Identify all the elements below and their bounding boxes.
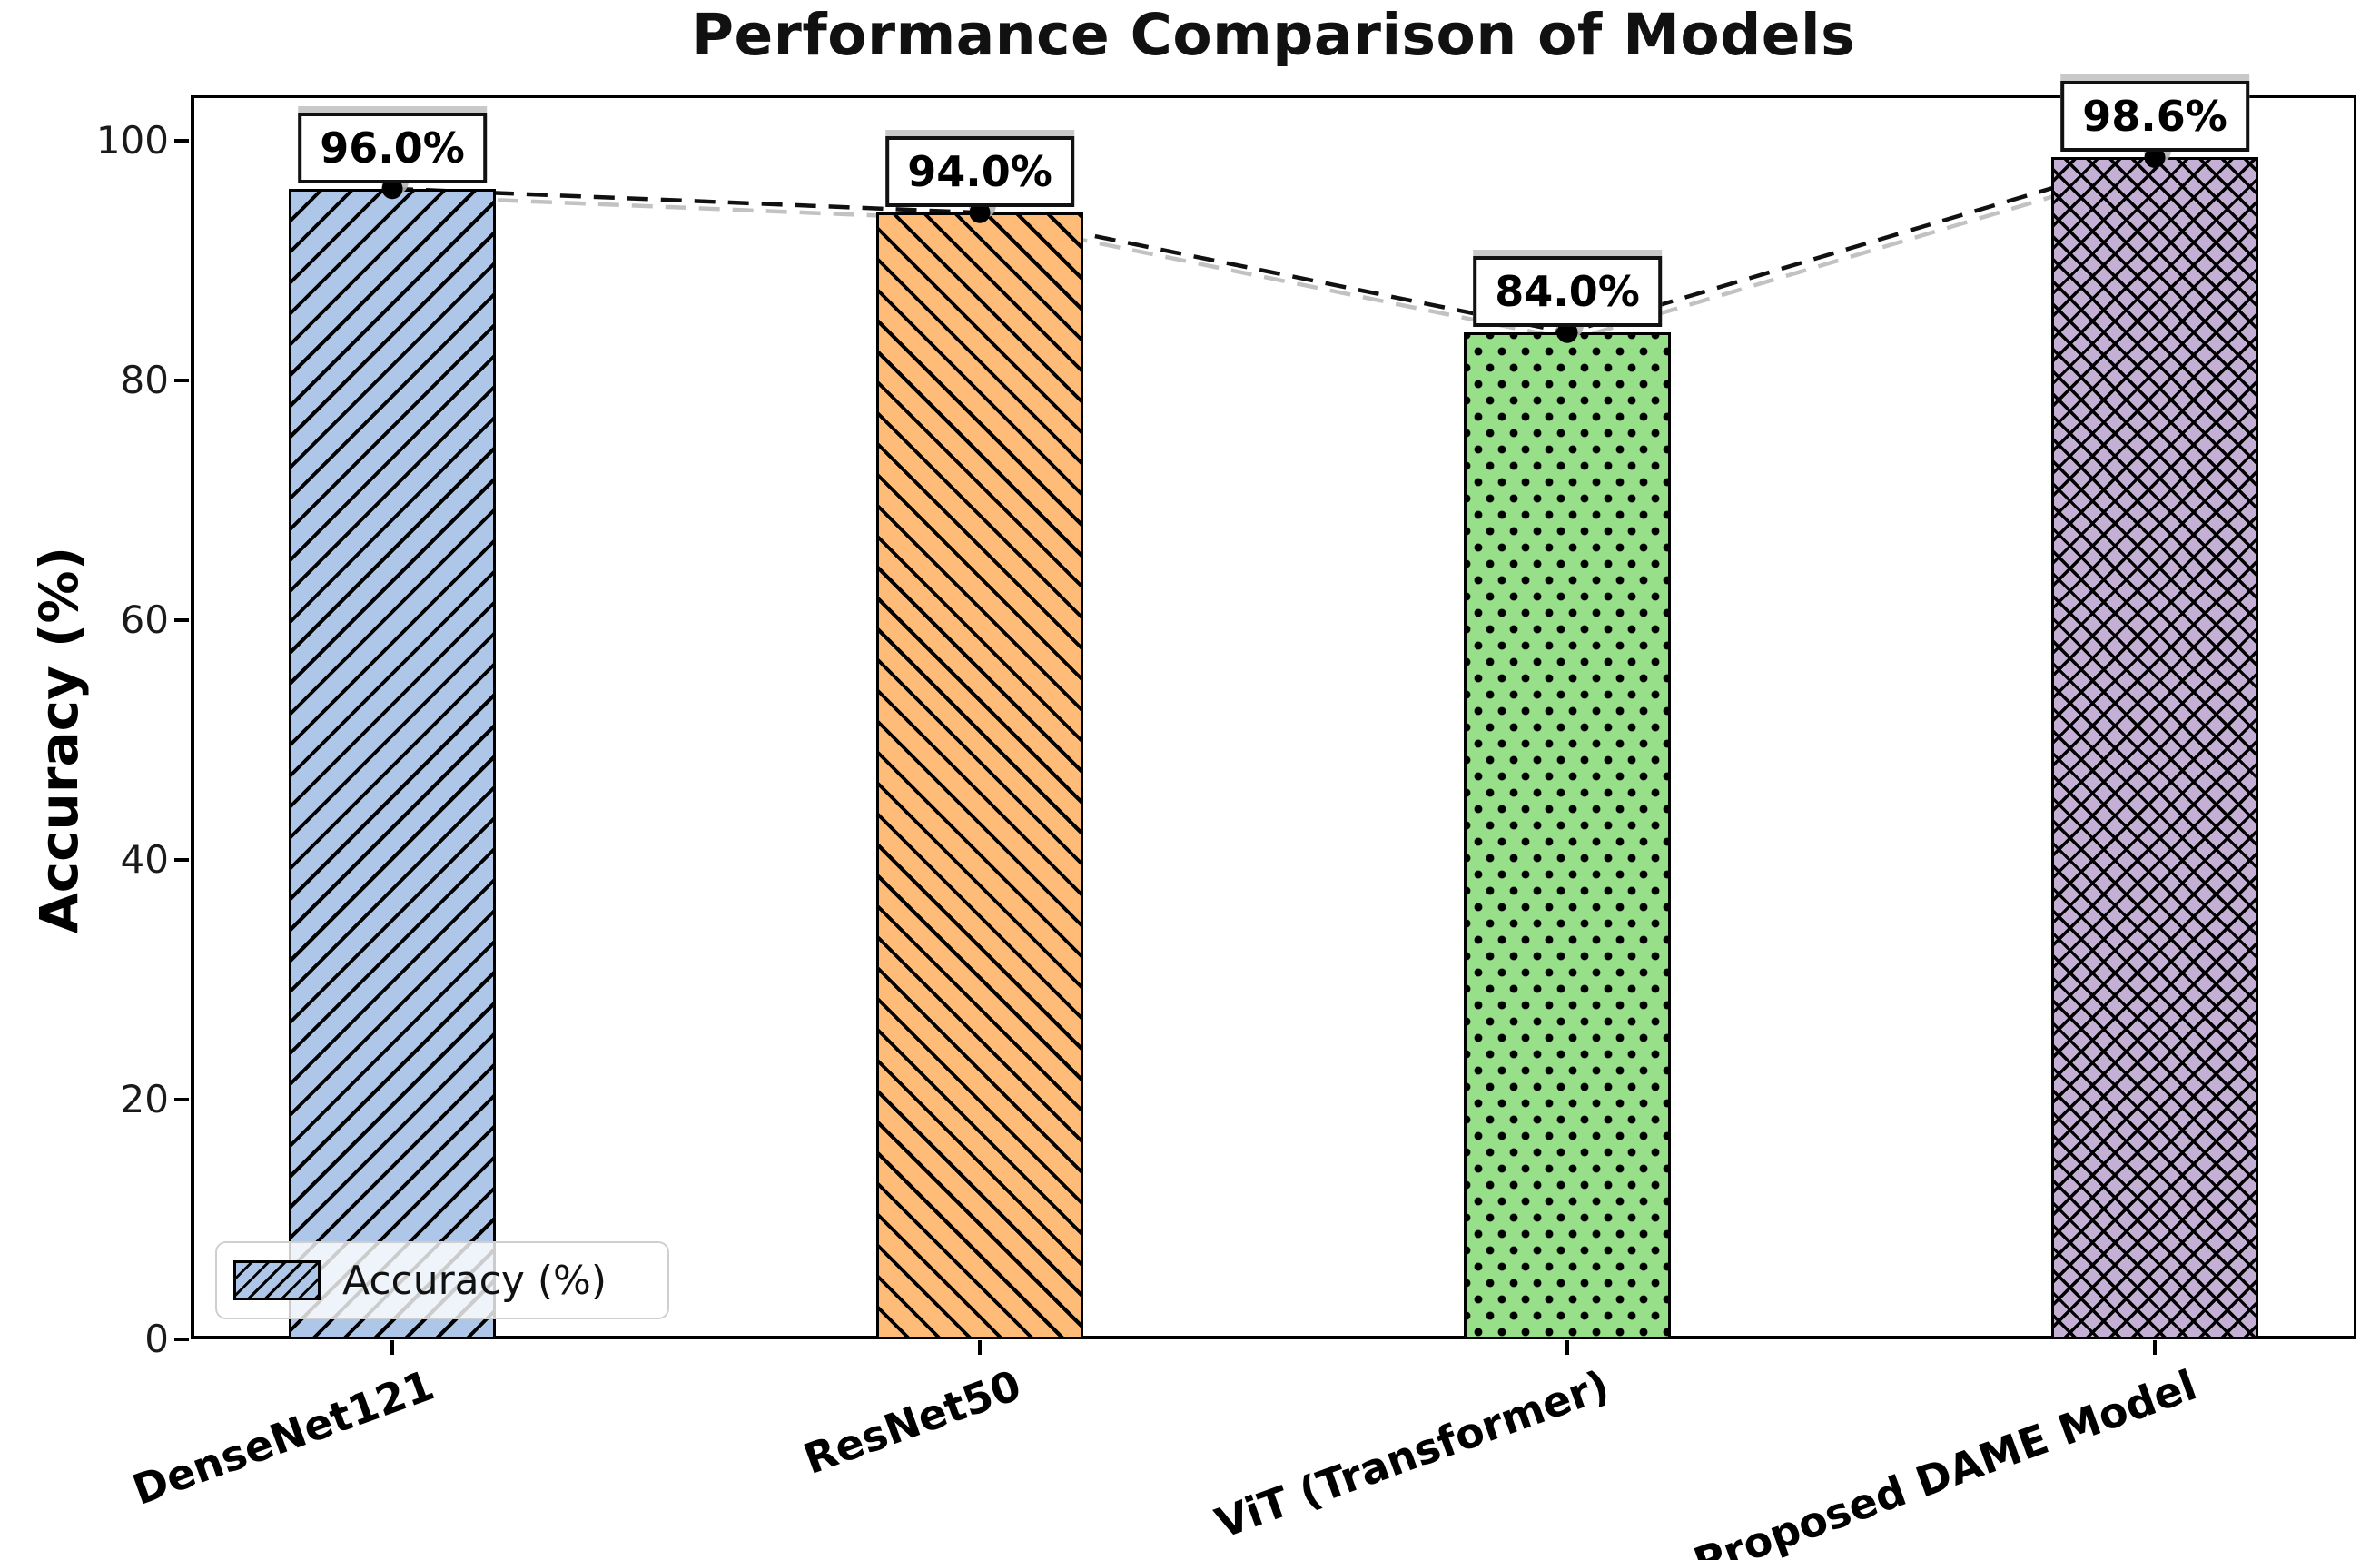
trend-marker	[381, 178, 403, 200]
y-tick-mark	[174, 1098, 189, 1101]
y-tick-mark	[174, 139, 189, 143]
bar-vit-transformer	[1464, 332, 1671, 1339]
y-tick-label: 100	[95, 118, 169, 163]
y-tick-label: 20	[120, 1077, 169, 1121]
x-tick-mark	[390, 1340, 394, 1355]
x-tick-mark	[2153, 1340, 2157, 1355]
bar-proposed-dame-model	[2051, 157, 2258, 1339]
y-tick-mark	[174, 379, 189, 382]
trend-marker	[1556, 321, 1578, 343]
y-tick-mark	[174, 618, 189, 622]
trend-marker	[969, 202, 991, 223]
bar-value-label: 96.0%	[298, 112, 487, 183]
trend-marker	[2144, 146, 2166, 168]
y-tick-label: 40	[120, 837, 169, 882]
bar-value-label: 98.6%	[2060, 81, 2249, 153]
y-tick-label: 60	[120, 597, 169, 642]
x-tick-mark	[1565, 1340, 1569, 1355]
legend-swatch-hatched-patch	[233, 1260, 321, 1300]
legend: Accuracy (%)	[215, 1241, 669, 1319]
bar-densenet121	[289, 188, 496, 1339]
legend-label: Accuracy (%)	[342, 1257, 607, 1304]
plot-area	[191, 95, 2356, 1339]
chart-title: Performance Comparison of Models	[691, 2, 1856, 68]
y-tick-mark	[174, 1338, 189, 1341]
y-tick-label: 0	[144, 1317, 169, 1361]
y-tick-mark	[174, 858, 189, 862]
bar-resnet50	[876, 212, 1083, 1339]
bar-value-label: 94.0%	[885, 136, 1074, 208]
x-tick-mark	[978, 1340, 982, 1355]
trend-line	[391, 155, 2156, 335]
y-tick-label: 80	[120, 358, 169, 402]
bar-value-label: 84.0%	[1473, 256, 1662, 328]
trend-line-shadow	[396, 163, 2160, 342]
